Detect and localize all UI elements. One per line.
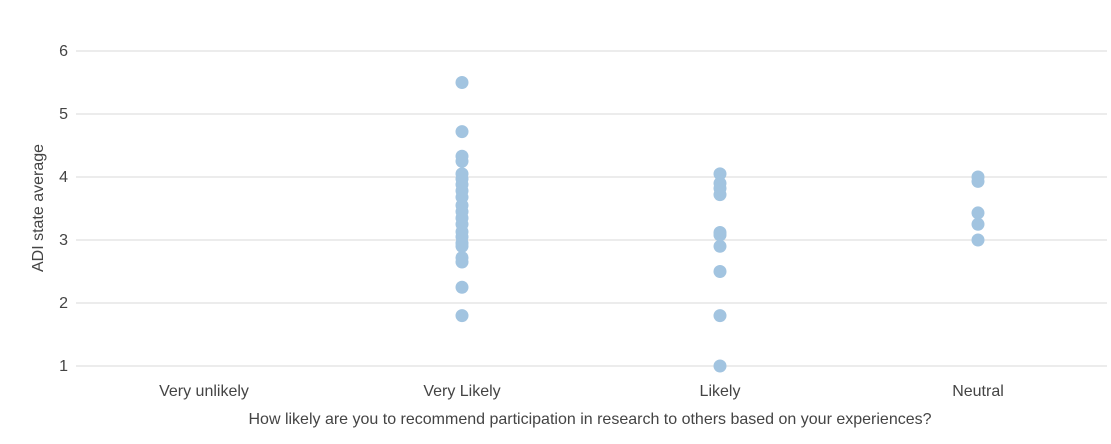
data-point	[455, 309, 469, 323]
data-point	[455, 255, 469, 269]
data-point	[713, 188, 727, 202]
data-point	[713, 309, 727, 323]
data-point	[455, 154, 469, 168]
data-point	[971, 233, 985, 247]
data-point	[971, 174, 985, 188]
data-point	[713, 265, 727, 278]
data-point	[455, 239, 469, 253]
x-axis-title: How likely are you to recommend particip…	[248, 411, 931, 428]
data-point	[713, 359, 727, 373]
data-point	[713, 167, 727, 181]
y-tick-label: 5	[59, 106, 68, 123]
y-tick-label: 1	[59, 358, 68, 375]
data-point	[455, 280, 469, 294]
data-point	[455, 76, 469, 89]
data-point	[971, 206, 985, 220]
data-point	[971, 217, 985, 231]
x-tick-label: Neutral	[952, 383, 1004, 400]
x-tick-label: Very unlikely	[159, 383, 249, 400]
y-tick-label: 6	[59, 43, 68, 60]
x-tick-label: Very Likely	[423, 383, 500, 400]
data-point	[713, 239, 727, 253]
x-tick-labels: Very unlikely Very Likely Likely Neutral	[159, 383, 1004, 400]
y-tick-label: 2	[59, 295, 68, 312]
y-tick-label: 4	[59, 169, 68, 186]
grid-layer	[76, 50, 1107, 367]
y-tick-label: 3	[59, 232, 68, 249]
data-point	[713, 228, 727, 242]
y-axis-title: ADI state average	[30, 144, 47, 272]
data-points	[455, 76, 985, 373]
y-tick-labels: 1 2 3 4 5 6	[59, 43, 68, 375]
data-point	[455, 125, 469, 139]
x-tick-label: Likely	[700, 383, 741, 400]
